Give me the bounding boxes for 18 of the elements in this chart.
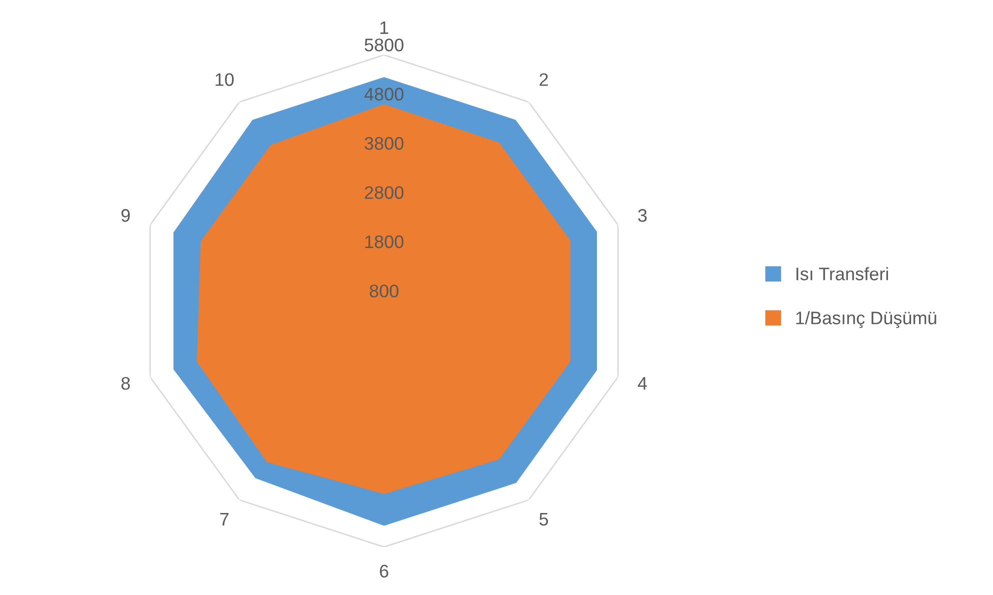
y-tick-label: 1800	[365, 235, 404, 248]
spoke-label: 5	[539, 513, 548, 526]
spoke-label: 10	[216, 73, 234, 86]
spoke-label: 9	[121, 209, 130, 222]
y-tick-label: 2800	[364, 186, 404, 199]
spoke-label: 3	[638, 209, 647, 222]
y-tick-label: 4800	[364, 88, 404, 101]
spoke-label: 1	[380, 21, 388, 34]
legend-label: 1/Basınç Düşümü	[796, 311, 936, 328]
spoke-label: 8	[121, 376, 130, 390]
y-tick-label: 800	[370, 284, 398, 298]
spoke-label: 6	[380, 564, 388, 578]
y-tick-label: 5800	[364, 38, 404, 52]
y-tick-label: 3800	[364, 136, 404, 150]
spoke-label: 4	[638, 377, 647, 390]
spoke-label: 7	[220, 513, 228, 526]
legend-label: Isı Transferi	[796, 267, 888, 280]
spoke-label: 2	[540, 73, 548, 86]
